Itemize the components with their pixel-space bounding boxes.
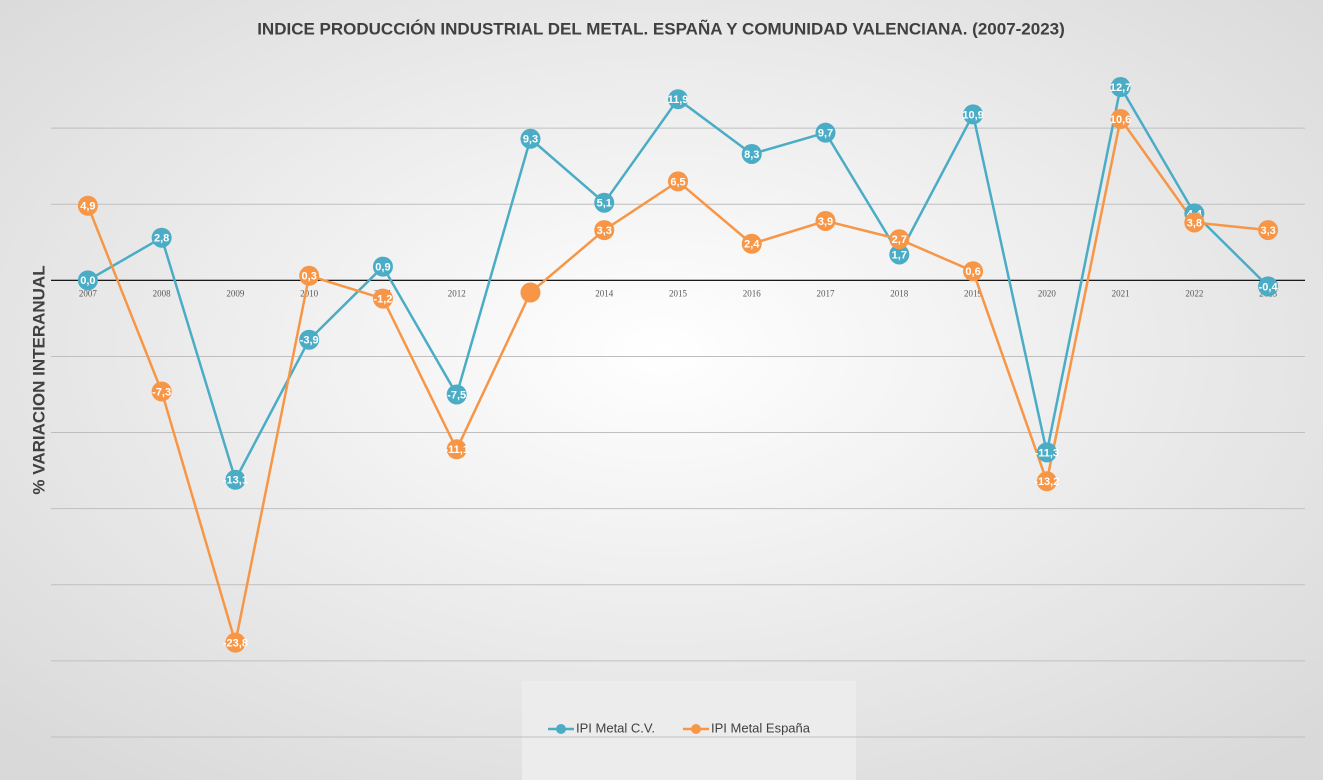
data-label: -13,2 (1034, 476, 1059, 488)
marker (668, 171, 688, 192)
legend-label: IPI Metal España (711, 720, 811, 735)
marker (299, 329, 320, 350)
data-label: 0,9 (375, 262, 390, 274)
marker (151, 227, 172, 248)
data-label: 5,1 (597, 198, 612, 210)
data-label: 3,3 (597, 225, 612, 237)
marker (77, 270, 98, 291)
legend-box (522, 681, 856, 780)
data-label: 11,9 (668, 94, 689, 106)
x-tick-label: 2014 (595, 288, 614, 298)
marker (372, 288, 393, 309)
marker (446, 384, 467, 405)
marker (151, 381, 172, 402)
x-tick-label: 2017 (817, 288, 836, 298)
y-axis-label: % VARIACION INTERANUAL (29, 265, 48, 494)
data-label: 10,9 (962, 109, 983, 121)
marker (520, 128, 541, 149)
data-label: -3,9 (300, 335, 319, 347)
data-label: 0,3 (302, 271, 317, 283)
data-label: -7,5 (447, 389, 466, 401)
legend-label: IPI Metal C.V. (576, 720, 655, 735)
marker (1110, 77, 1131, 98)
marker (594, 220, 615, 241)
x-tick-label: 2016 (743, 288, 762, 298)
marker (1036, 471, 1057, 492)
data-label: 2,4 (744, 239, 760, 251)
data-label: 10,6 (1110, 114, 1131, 126)
marker (963, 104, 984, 125)
data-label: -7,3 (152, 386, 171, 398)
x-tick-label: 2009 (226, 288, 245, 298)
data-label: -1,2 (373, 294, 392, 306)
marker (372, 256, 393, 277)
marker (1110, 108, 1131, 129)
data-label: 9,3 (523, 134, 538, 146)
data-label: 12,7 (1110, 82, 1131, 94)
data-label: 6,5 (670, 176, 685, 188)
x-tick-label: 2012 (448, 288, 466, 298)
x-tick-label: 2010 (300, 288, 319, 298)
marker (225, 632, 246, 653)
marker (741, 143, 762, 164)
chart-title: INDICE PRODUCCIÓN INDUSTRIAL DEL METAL. … (257, 18, 1065, 38)
data-label: 3,8 (1187, 217, 1202, 229)
data-label: 3,3 (1260, 225, 1275, 237)
legend-marker (556, 724, 566, 734)
legend-marker (691, 724, 701, 734)
marker (446, 439, 467, 460)
marker (1184, 212, 1205, 233)
data-label: 1,7 (892, 249, 907, 261)
marker (77, 195, 98, 216)
data-label: -13,1 (223, 475, 248, 487)
marker (815, 122, 836, 143)
x-tick-label: 2022 (1185, 288, 1203, 298)
data-label: 3,9 (818, 216, 833, 228)
x-tick-label: 2019 (964, 288, 983, 298)
x-tick-label: 2008 (153, 288, 172, 298)
marker (815, 210, 836, 231)
marker (225, 469, 246, 490)
data-label: -23,8 (223, 638, 248, 650)
x-tick-label: 2007 (79, 288, 98, 298)
x-tick-label: 2018 (890, 288, 909, 298)
marker (1258, 220, 1279, 241)
data-label: 2,8 (154, 233, 169, 245)
marker (889, 244, 910, 265)
marker (520, 282, 541, 303)
marker (1036, 442, 1057, 463)
data-label: 2,7 (892, 234, 907, 246)
data-label: -11,3 (1035, 447, 1059, 459)
data-label: 9,7 (818, 128, 833, 140)
marker (1258, 276, 1279, 297)
x-tick-label: 2021 (1112, 288, 1130, 298)
marker (668, 89, 688, 110)
data-label: 0,6 (965, 266, 980, 278)
data-label: -11,1 (444, 444, 468, 456)
data-label: 0,0 (80, 275, 95, 287)
x-tick-label: 2015 (669, 288, 688, 298)
marker (889, 229, 910, 250)
marker (299, 265, 320, 286)
marker (594, 192, 615, 213)
data-label: -0,4 (1259, 281, 1279, 293)
data-label: 4,9 (80, 201, 95, 213)
marker (963, 261, 984, 282)
x-tick-label: 2020 (1038, 288, 1057, 298)
marker (741, 233, 762, 254)
data-label: 8,3 (744, 149, 759, 161)
